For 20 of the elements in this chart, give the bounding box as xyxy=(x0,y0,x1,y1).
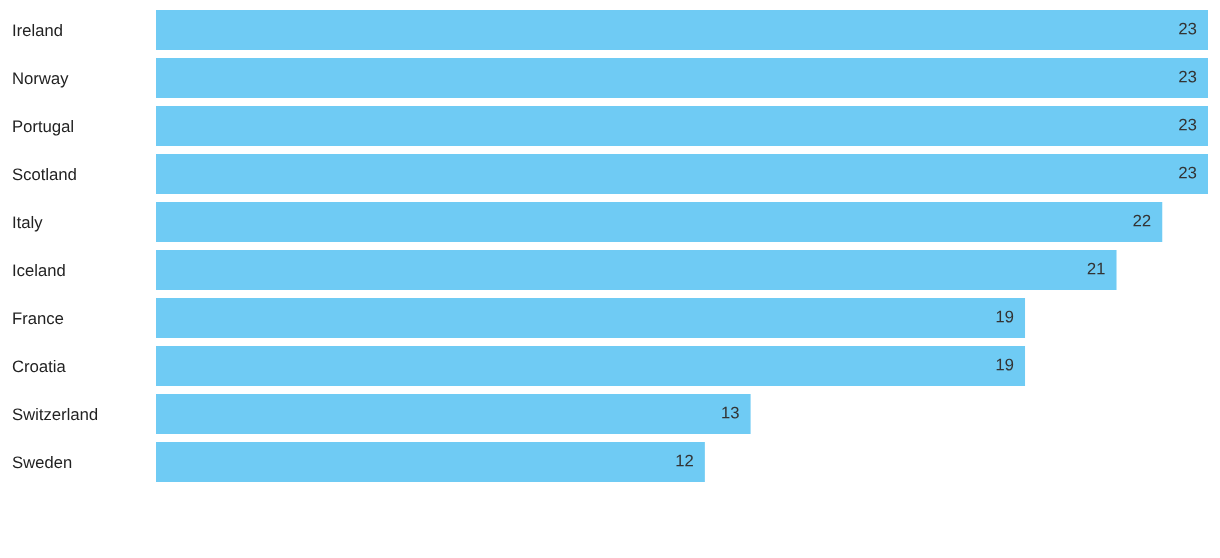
y-tick-label: Norway xyxy=(13,72,69,88)
data-label: 23 xyxy=(1179,118,1197,131)
y-tick-label: Croatia xyxy=(12,359,66,373)
data-label: 12 xyxy=(676,454,693,467)
y-tick-label: France xyxy=(13,312,64,325)
data-label: 23 xyxy=(1179,166,1197,179)
y-tick-label: Portugal xyxy=(13,119,73,136)
data-label: 22 xyxy=(1133,214,1151,227)
y-tick-label: Switzerland xyxy=(12,407,98,421)
data-label: 19 xyxy=(996,310,1014,323)
y-tick-label: Sweden xyxy=(12,455,72,469)
y-tick-label: Scotland xyxy=(12,167,76,181)
data-label: 23 xyxy=(1179,22,1197,35)
data-label: 19 xyxy=(996,358,1014,371)
data-label: 13 xyxy=(722,406,739,419)
data-label: 21 xyxy=(1087,262,1105,275)
y-tick-label: Ireland xyxy=(13,23,62,37)
y-tick-label: Italy xyxy=(13,215,43,232)
y-tick-label: Iceland xyxy=(13,263,65,277)
data-label: 23 xyxy=(1179,70,1197,83)
